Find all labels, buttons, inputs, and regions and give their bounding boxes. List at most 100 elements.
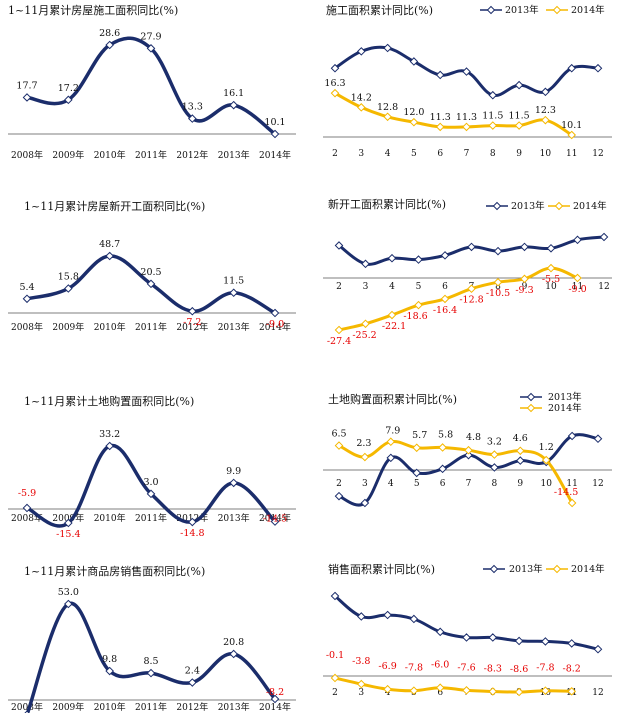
series-2013-point [334, 491, 344, 501]
data-label: -8.2 [266, 687, 284, 698]
x-tick-label: 10 [540, 149, 552, 159]
series-2013-point [515, 456, 525, 465]
x-tick-label: 2011年 [135, 512, 167, 524]
series-2014-point [438, 443, 447, 452]
panel-construction-yearly: 1~11月累计房屋施工面积同比(%) 2008年 2009年 2010年 2011年 2… [8, 4, 296, 161]
data-label: 33.2 [99, 429, 120, 440]
data-label: 53.0 [58, 587, 79, 598]
data-label: 11.3 [456, 112, 477, 123]
series-2014-line [333, 676, 574, 694]
series-2014-point [361, 319, 370, 329]
series-point [229, 649, 238, 659]
data-label: 16.1 [223, 88, 244, 99]
series-2014-point [541, 686, 550, 695]
series-point [64, 284, 73, 293]
data-label: -5.9 [18, 488, 36, 499]
series-2013-point [467, 242, 476, 252]
x-tick-label: 2010年 [94, 321, 126, 333]
x-tick-label: 3 [363, 282, 369, 292]
series-2013-point [488, 90, 498, 100]
series-2014-point [573, 273, 582, 283]
data-label: -9.0 [266, 319, 284, 330]
data-label: 4.8 [466, 432, 481, 443]
series-2013-point [567, 639, 577, 648]
series-2013-point [520, 242, 529, 252]
x-tick-label: 4 [385, 149, 391, 159]
data-label: 6.5 [331, 429, 346, 440]
data-label: -27.4 [327, 336, 351, 347]
x-tick-label: 8 [492, 479, 498, 489]
data-label: 10.1 [561, 120, 582, 131]
series-2013-point [409, 614, 419, 624]
data-label: -16.4 [433, 305, 457, 316]
series-point [22, 93, 32, 102]
series-2014-point [567, 130, 577, 140]
x-tick-label: 11 [572, 282, 583, 292]
series-point [188, 306, 197, 316]
series-2014-point [414, 300, 423, 310]
x-tick-label: 10 [545, 282, 557, 292]
data-label: -7.8 [405, 663, 423, 674]
legend-marker-2013 [492, 201, 502, 211]
series-2014-point [387, 310, 397, 320]
panel-new-starts-yearly: 1~11月累计房屋新开工面积同比(%) 2008年 2009年 2010年 2011年… [8, 199, 296, 333]
series-2014-point [386, 437, 396, 447]
x-tick-label: 2014年 [259, 701, 291, 713]
x-tick-label: 2010年 [94, 149, 126, 161]
series-2013-point [383, 43, 392, 53]
data-label: 27.9 [140, 31, 161, 42]
series-2014-point [567, 498, 577, 508]
series-point [105, 40, 114, 50]
data-label: 28.6 [99, 28, 120, 39]
series-2014-point [514, 687, 524, 697]
series-2014-point [409, 686, 419, 695]
data-label: 16.3 [324, 78, 345, 89]
panel-construction-monthly: 施工面积累计同比(%) 2013年 2014年 2 3 4 5 6 7 8 9 10 11 12 16… [323, 4, 612, 159]
x-tick-label: 2012年 [176, 149, 208, 161]
data-label: -7.2 [183, 317, 201, 328]
chart-title: 施工面积累计同比(%) [326, 4, 433, 17]
x-tick-label: 4 [388, 479, 394, 489]
legend-label-2014: 2014年 [571, 563, 605, 575]
series-point [270, 694, 280, 704]
data-label: 9.8 [102, 654, 117, 665]
x-tick-label: 12 [592, 149, 603, 159]
series-2014-point [435, 683, 445, 693]
x-tick-label: 2010年 [94, 701, 126, 713]
series-2013-point [356, 47, 366, 56]
series-point [270, 517, 280, 526]
panel-new-starts-monthly: 新开工面积累计同比(%) 2013年 2014年 23456789101112-… [323, 197, 612, 347]
data-label: 20.8 [223, 637, 244, 648]
x-tick-label: 11 [566, 479, 577, 489]
data-label: -10.5 [486, 288, 510, 299]
x-tick-label: 2009年 [52, 321, 84, 333]
chart-title: 土地购置面积累计同比(%) [328, 392, 457, 406]
x-tick-label: 9 [517, 479, 523, 489]
series-point [64, 95, 73, 105]
series-2013-point [435, 70, 445, 80]
series-2013-point [573, 235, 582, 245]
series-2014-point [356, 679, 366, 689]
series-2013-point [462, 67, 471, 76]
series-2014-point [520, 274, 529, 284]
series-2014-point [334, 325, 344, 335]
series-2013-point [360, 498, 370, 508]
data-label: -22.1 [382, 321, 406, 332]
data-label: 11.5 [223, 276, 244, 287]
data-label: 3.0 [143, 477, 158, 488]
legend-marker-2014 [526, 403, 536, 413]
data-label: 8.5 [143, 656, 158, 667]
x-tick-label: 6 [437, 688, 443, 698]
x-tick-label: 2008年 [11, 149, 43, 161]
chart-title: 新开工面积累计同比(%) [328, 197, 446, 211]
data-label: 15.8 [58, 272, 79, 283]
series-2014-point [462, 122, 471, 132]
legend-label-2013: 2013年 [511, 200, 545, 212]
series-2013-point [409, 57, 419, 66]
x-tick-label: 2014年 [259, 149, 291, 161]
series-2014-point [462, 686, 471, 695]
legend-label-2013: 2013年 [548, 391, 582, 403]
series-2014-point [435, 122, 445, 132]
x-tick-label: 11 [566, 149, 577, 159]
data-label: 3.2 [487, 437, 502, 448]
